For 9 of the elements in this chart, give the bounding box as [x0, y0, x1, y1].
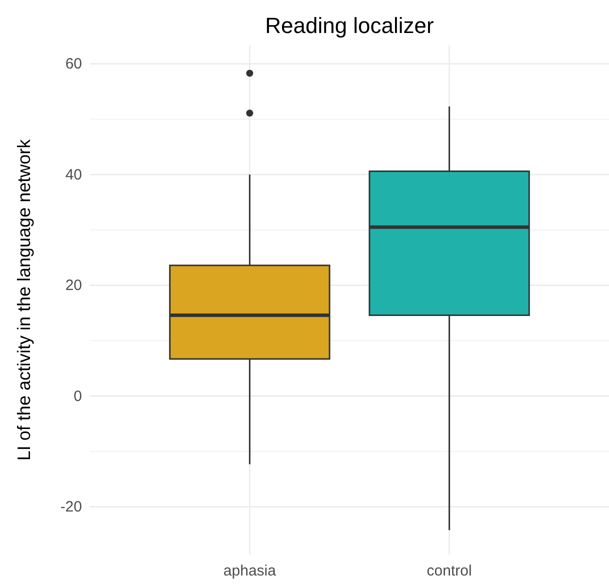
y-axis-title: LI of the activity in the language network [14, 138, 34, 461]
y-tick-label: 60 [65, 56, 82, 73]
y-tick-label: 40 [65, 166, 82, 184]
y-tick-label: 20 [65, 277, 82, 294]
x-tick-label: aphasia [223, 562, 277, 580]
y-tick-label: -20 [60, 498, 82, 516]
x-tick-label: control [426, 562, 472, 580]
chart-title: Reading localizer [265, 13, 434, 38]
y-tick-label: 0 [74, 388, 82, 405]
